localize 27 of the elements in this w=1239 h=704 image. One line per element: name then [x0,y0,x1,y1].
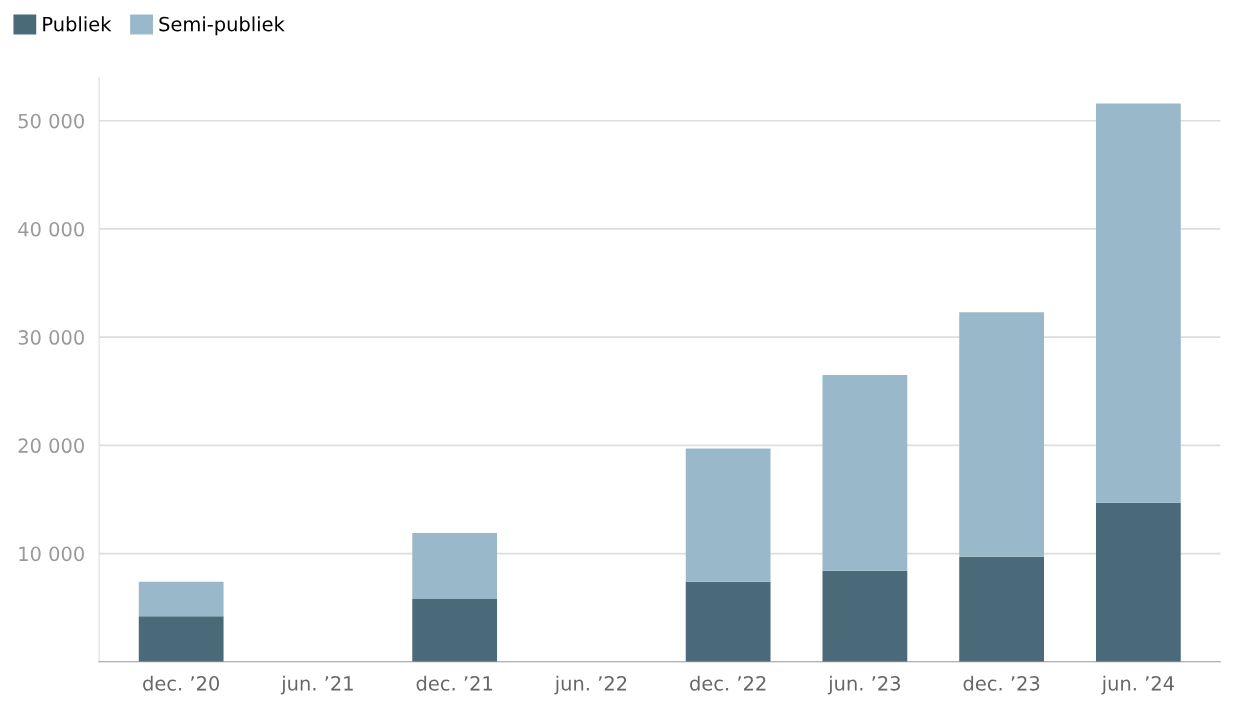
x-tick-label: jun. ’24 [1101,675,1174,695]
x-tick-label: dec. ’22 [690,675,766,691]
y-tick-label: 30 000 [18,330,84,345]
bar [412,599,498,662]
bar [138,581,224,617]
bar [685,581,771,662]
x-tick-label: dec. ’23 [963,675,1040,691]
bar [1095,502,1181,662]
bar [412,532,498,599]
x-tick-label: jun. ’22 [554,675,627,695]
legend-label: Publiek [43,16,112,32]
x-tick-label: jun. ’21 [280,675,353,695]
bar [822,570,908,662]
x-tick-label: dec. ’21 [416,675,492,691]
bar [1095,103,1181,503]
y-tick-label: 40 000 [18,221,84,237]
bar [959,556,1045,662]
x-tick-label: dec. ’20 [143,675,220,691]
y-tick-label: 10 000 [19,546,84,562]
y-tick-label: 50 000 [18,113,84,129]
bar [138,616,224,662]
bar [959,312,1045,557]
legend-label: Semi-publiek [159,16,285,36]
bar [822,375,908,571]
x-tick-label: jun. ’23 [827,675,900,695]
y-tick-label: 20 000 [18,438,84,454]
bar [685,448,771,582]
